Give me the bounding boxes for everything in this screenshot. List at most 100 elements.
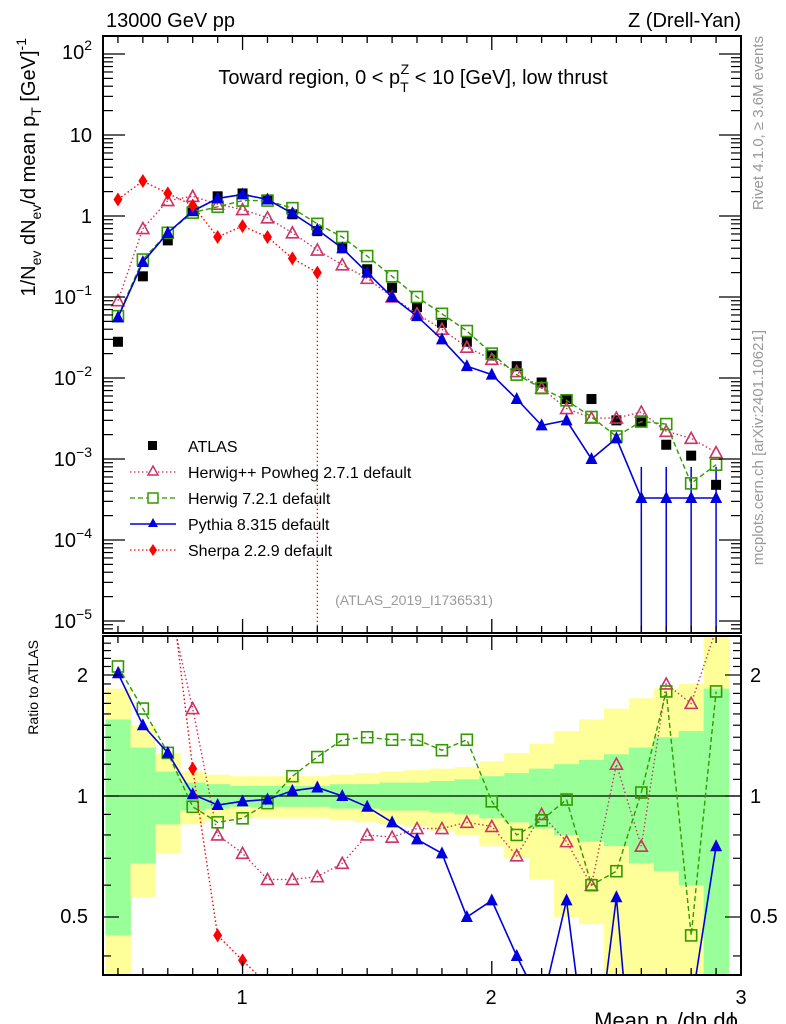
green-band-bin (679, 731, 704, 885)
data-point (113, 192, 122, 206)
legend-label: Herwig++ Powheg 2.7.1 default (188, 465, 412, 482)
green-band-bin (454, 779, 479, 814)
legend-marker-triangle-filled (148, 518, 158, 527)
ratio-y-tick-label: 1 (77, 786, 88, 808)
ratio-y-tick-label: 2 (77, 665, 88, 687)
green-band-bin (654, 737, 679, 871)
data-point (113, 337, 123, 347)
data-point (138, 174, 147, 188)
y-tick-label: 10−1 (54, 282, 92, 309)
data-point (162, 592, 174, 603)
mcplots-label: mcplots.cern.ch [arXiv:2401.10621] (750, 330, 767, 565)
data-point (710, 491, 722, 503)
data-point (436, 846, 448, 858)
x-tick-labels: 1 2 3 (236, 987, 746, 1009)
data-point (113, 83, 122, 97)
data-point (685, 491, 697, 503)
data-point (710, 447, 722, 458)
data-point (288, 251, 297, 265)
data-point (313, 266, 322, 280)
legend-entry-sherpa: Sherpa 2.2.9 default (130, 543, 333, 560)
y-axis-label: 1/Nev dNev/d mean pT [GeV]-1 (13, 38, 44, 297)
ratio-y-axis-label: Ratio to ATLAS (25, 640, 41, 735)
legend-marker-square-open (148, 493, 158, 503)
data-point (461, 910, 473, 922)
data-point (312, 752, 323, 763)
legend-entry-pythia: Pythia 8.315 default (130, 517, 330, 534)
data-point (163, 186, 172, 200)
main-plot-series (112, 174, 722, 633)
green-band-bin (105, 719, 130, 935)
data-point (511, 949, 523, 961)
data-point (213, 928, 222, 942)
data-point (112, 587, 124, 598)
main-y-tick-labels: 102 10 1 10−1 10−2 10−3 10−4 10−5 (54, 37, 92, 633)
plot-title: Toward region, 0 < pTZ < 10 [GeV], low t… (218, 61, 608, 95)
x-tick-label: 3 (735, 987, 746, 1009)
analysis-id: (ATLAS_2019_I1736531) (335, 592, 493, 608)
x-tick-label: 2 (485, 987, 496, 1009)
data-point (187, 703, 199, 714)
data-point (237, 204, 249, 215)
data-point (112, 310, 124, 322)
data-point (138, 271, 148, 281)
data-point (386, 831, 398, 842)
data-point (288, 1005, 297, 1019)
data-point (660, 491, 672, 503)
y-tick-label: 10−2 (54, 363, 92, 390)
data-point (263, 977, 272, 991)
x-tick-label: 1 (236, 987, 247, 1009)
data-point (212, 829, 224, 840)
series-line (118, 196, 716, 452)
y-tick-label: 102 (62, 37, 92, 64)
legend-label: Pythia 8.315 default (188, 517, 330, 534)
legend-marker-diamond-filled (149, 544, 157, 556)
data-point (635, 491, 647, 503)
data-point (163, 556, 172, 570)
legend-entry-herwigpp: Herwig++ Powheg 2.7.1 default (130, 465, 412, 482)
data-point (313, 993, 322, 1007)
data-point (586, 394, 596, 404)
legend: ATLAS Herwig++ Powheg 2.7.1 default Herw… (130, 439, 412, 560)
chart-canvas: 13000 GeV pp Z (Drell-Yan) Toward region… (0, 0, 786, 1024)
legend-marker-triangle-open (148, 466, 158, 475)
data-point (286, 227, 298, 238)
data-point (237, 847, 249, 858)
green-band-bin (479, 776, 504, 818)
y-tick-label: 1 (81, 206, 92, 228)
legend-marker-square-filled (148, 441, 157, 450)
data-point (686, 451, 696, 461)
data-point (286, 873, 298, 884)
data-point (361, 829, 373, 840)
rivet-version-label: Rivet 4.1.0, ≥ 3.6M events (750, 36, 767, 210)
data-point (685, 432, 697, 443)
ratio-y-tick-label: 0.5 (60, 906, 88, 928)
legend-entry-herwig7: Herwig 7.2.1 default (130, 491, 331, 508)
green-band-bin (155, 772, 180, 825)
data-point (461, 734, 472, 745)
data-point (536, 999, 548, 1011)
ratio-y-tick-label-right: 1 (750, 786, 761, 808)
data-point (561, 413, 573, 425)
green-band-bin (504, 773, 529, 822)
legend-entry-atlas: ATLAS (148, 439, 238, 456)
y-tick-label: 10−3 (54, 444, 92, 471)
data-point (238, 219, 247, 233)
green-band-bin (429, 781, 454, 813)
green-band-bin (579, 760, 604, 842)
y-tick-label: 10−4 (54, 525, 92, 552)
process-label: Z (Drell-Yan) (628, 10, 741, 32)
legend-label: Herwig 7.2.1 default (188, 491, 331, 508)
series-herwig-powheg-2-7-1-default (112, 190, 722, 457)
green-band-bin (130, 748, 155, 864)
ratio-y-tick-label-right: 0.5 (750, 906, 778, 928)
green-band-bin (604, 754, 629, 846)
data-point (263, 230, 272, 244)
legend-label: Sherpa 2.2.9 default (188, 543, 333, 560)
beam-energy-label: 13000 GeV pp (106, 10, 235, 32)
y-tick-label: 10−5 (54, 606, 92, 633)
ratio-y-tick-label-right: 2 (750, 665, 761, 687)
y-tick-label: 10 (70, 125, 92, 147)
data-point (486, 893, 498, 905)
ratio-uncertainty-bands (105, 636, 729, 979)
